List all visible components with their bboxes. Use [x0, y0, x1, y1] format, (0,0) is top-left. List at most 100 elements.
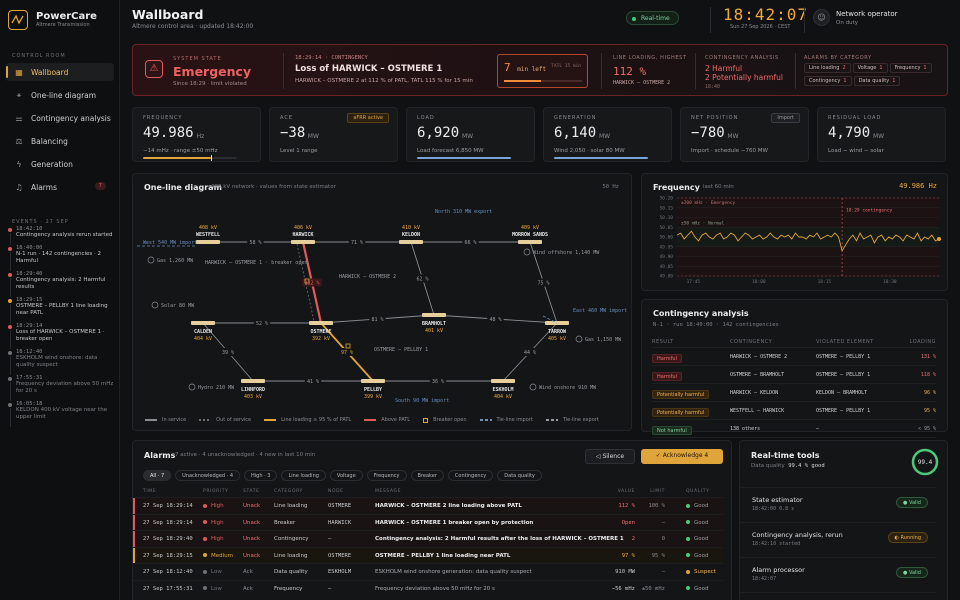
alarm-time: 27 Sep 18:29:14	[143, 503, 193, 509]
contingency-title[interactable]: Loss of HARWICK – OSTMERE 1	[295, 64, 443, 74]
tie-line-label: West 540 MW import	[143, 240, 197, 246]
event-item[interactable]: 18:42:10 Contingency analysis rerun start…	[8, 226, 114, 244]
acknowledge-button[interactable]: ✓ Acknowledge 4	[641, 449, 723, 464]
alarm-category-chip[interactable]: Data quality 1	[853, 76, 901, 86]
ca-table-row[interactable]: Potentially harmful HARWICK – KELDON KELDO…	[652, 384, 936, 402]
breaker-open-icon[interactable]	[345, 343, 351, 349]
substation-busbar[interactable]	[241, 379, 265, 383]
substation-busbar[interactable]	[491, 379, 515, 383]
substation-busbar[interactable]	[422, 313, 446, 317]
alarm-row[interactable]: 27 Sep 18:29:14 High Unack Line loading OSTM…	[133, 497, 723, 514]
substation-busbar[interactable]	[291, 240, 315, 244]
substation-busbar[interactable]	[399, 240, 423, 244]
realtime-status-pill[interactable]: Real-time	[626, 11, 679, 25]
event-text: Frequency deviation above 50 mHz for 20 …	[16, 380, 114, 395]
kpi-card-generation[interactable]: GENERATION 6,140 MW Wind 2,050 · solar 80 M…	[543, 107, 672, 162]
alarm-filter-tab[interactable]: High · 3	[244, 470, 278, 481]
alarm-limit: —	[662, 569, 665, 575]
alarm-filter-tab[interactable]: Line loading	[281, 470, 326, 481]
substation-busbar[interactable]	[518, 240, 542, 244]
event-item[interactable]: 18:29:40 Contingency analysis: 2 Harmful …	[8, 271, 114, 297]
alarm-cell-text: 27 Sep 18:29:15	[143, 552, 193, 559]
rt-tool-item[interactable]: Contingency analysis, rerun 18:42:10 star…	[740, 522, 936, 553]
nav-item-balancing[interactable]: ⚖ Balancing	[6, 132, 114, 150]
band-label: ±50 mHz · Normal	[681, 220, 725, 226]
nav-item-wallboard[interactable]: ▦ Wallboard	[6, 63, 114, 81]
alarm-row[interactable]: 27 Sep 18:12:40 Low Ack Data quality ESKHOLM…	[133, 563, 723, 580]
alarm-filter-tab[interactable]: Contingency	[447, 470, 494, 481]
alarm-category-chip[interactable]: Voltage 1	[852, 63, 888, 73]
out-of-service-line[interactable]	[296, 243, 315, 322]
user-icon[interactable]: ☺	[813, 9, 830, 26]
kpi-card-residual-load[interactable]: RESIDUAL LOAD 4,790 MW Load − wind − solar	[817, 107, 946, 162]
column-header: CATEGORY	[274, 489, 303, 494]
event-item[interactable]: 16:05:18 KELDON 400 kV voltage near the u…	[8, 401, 114, 427]
alarm-quality: Good	[686, 553, 708, 559]
tie-line[interactable]	[542, 315, 558, 324]
alarm-category-chip[interactable]: Line loading 2	[804, 63, 851, 73]
breaker-open-icon[interactable]	[304, 278, 310, 284]
event-item[interactable]: 18:29:15 OSTMERE – PELLBY 1 line loading …	[8, 297, 114, 323]
alarm-row[interactable]: 27 Sep 18:29:40 High Unack Contingency — Cont…	[133, 530, 723, 547]
substation-busbar[interactable]	[361, 379, 385, 383]
event-item[interactable]: 18:12:40 ESKHOLM wind onshore: data quali…	[8, 349, 114, 375]
user-role[interactable]: Network operator	[836, 10, 898, 18]
event-item[interactable]: 17:55:31 Frequency deviation above 50 mHz…	[8, 375, 114, 401]
frequency-panel: Frequency last 60 min 49.986 Hz 50.20 50.…	[641, 173, 948, 291]
alarm-quality: Good	[686, 503, 708, 509]
kpi-card-net-position[interactable]: NET POSITION −780 MW Import · schedule −760…	[680, 107, 809, 162]
alarm-filter-tab[interactable]: Breaker	[410, 470, 444, 481]
rt-tool-item[interactable]: Alarm processor 18:42:07 ● Valid	[740, 557, 936, 588]
priority-dot	[203, 536, 207, 541]
ca-table-row[interactable]: Potentially harmful WESTFELL – HARWICK OST…	[652, 402, 936, 420]
alarm-priority: High	[203, 536, 224, 542]
alarm-filter-tab[interactable]: All · 7	[143, 470, 172, 481]
event-item[interactable]: 18:29:14 Loss of HARWICK – OSTMERE 1 · br…	[8, 323, 114, 349]
ca-table-row[interactable]: Harmful OSTMERE – BRAMHOLT OSTMERE – PELLB…	[652, 366, 936, 384]
one-line-diagram[interactable]: 58 % 71 % 66 % 112 % 62 % 75 % 52 % 81 % 48 % 39 …	[133, 174, 633, 432]
alarm-limit: 95 %	[652, 553, 665, 559]
alarm-row[interactable]: 27 Sep 18:29:14 High Unack Breaker HARWICK HA…	[133, 513, 723, 530]
alarm-category-chip[interactable]: Frequency 1	[889, 63, 932, 73]
kpi-label: LOAD	[417, 115, 435, 121]
silence-button[interactable]: ◁ Silence	[585, 449, 635, 464]
alarm-message: ESKHOLM wind onshore generation: data qu…	[375, 569, 532, 575]
ca-potentially-harmful[interactable]: 2 Potentially harmful	[705, 73, 784, 82]
alarm-row[interactable]: 27 Sep 18:29:15 Medium Unack Line loading OS…	[133, 546, 723, 563]
quality-dot	[686, 503, 690, 508]
substation-busbar[interactable]	[191, 321, 215, 325]
nav-item-contingency-analysis[interactable]: ⚌ Contingency analysis	[6, 109, 114, 127]
flow-label-bg	[219, 348, 237, 356]
legend-label: Out of service	[216, 417, 252, 423]
kpi-card-load[interactable]: LOAD 6,920 MW Load forecast 6,850 MW	[406, 107, 535, 162]
alarm-limit: ±50 mHz	[642, 586, 665, 592]
alarm-category-chip[interactable]: Contingency 1	[804, 76, 852, 86]
silence-label: Silence	[602, 453, 625, 460]
kpi-card-frequency[interactable]: FREQUENCY 49.986 Hz −14 mHz · range ±50 mHz	[132, 107, 261, 162]
event-text: Loss of HARWICK – OSTMERE 1 · breaker op…	[16, 328, 105, 343]
alarm-filter-tab[interactable]: Voltage	[329, 470, 363, 481]
ca-harmful[interactable]: 2 Harmful	[705, 64, 743, 73]
flow-label-bg	[302, 278, 322, 287]
ca-table-row[interactable]: Harmful HARWICK – OSTMERE 2 OSTMERE – PELL…	[652, 348, 936, 366]
kpi-value: −780	[691, 125, 725, 141]
severity-badge: Potentially harmful	[652, 390, 710, 399]
rt-status-badge: ◐ Running	[887, 532, 928, 543]
substation-busbar[interactable]	[196, 240, 220, 244]
alarm-filter-tab[interactable]: Unacknowledged · 4	[175, 470, 241, 481]
alarm-filter-tab[interactable]: Data quality	[497, 470, 542, 481]
alarm-filter-tab[interactable]: Frequency	[366, 470, 407, 481]
rt-tool-item[interactable]: State estimator 18:42:00 0.8 s ● Valid	[740, 487, 936, 518]
substation-busbar[interactable]	[309, 321, 333, 325]
event-item[interactable]: 18:40:00 N-1 run · 142 contingencies · 2 …	[8, 245, 114, 271]
nav-item-one-line-diagram[interactable]: ⚹ One-line diagram	[6, 86, 114, 104]
rt-tool-item[interactable]: Data quality check● Valid	[740, 592, 936, 600]
alarm-row[interactable]: 27 Sep 17:55:31 Low Ack Frequency — Frequency…	[133, 579, 723, 597]
y-tick-label: 50.05	[659, 225, 673, 231]
kpi-card-ace[interactable]: ACE −38 MW Level 1 range aFRR active	[269, 107, 398, 162]
chip-count: 1	[923, 65, 927, 71]
nav-item-alarms[interactable]: ♫ Alarms 7	[6, 178, 114, 196]
nav-item-generation[interactable]: ϟ Generation	[6, 155, 114, 173]
rt-tool-detail: 18:42:07	[752, 576, 777, 582]
ca-table-row[interactable]: Not harmful 138 others — < 95 %	[652, 420, 936, 438]
